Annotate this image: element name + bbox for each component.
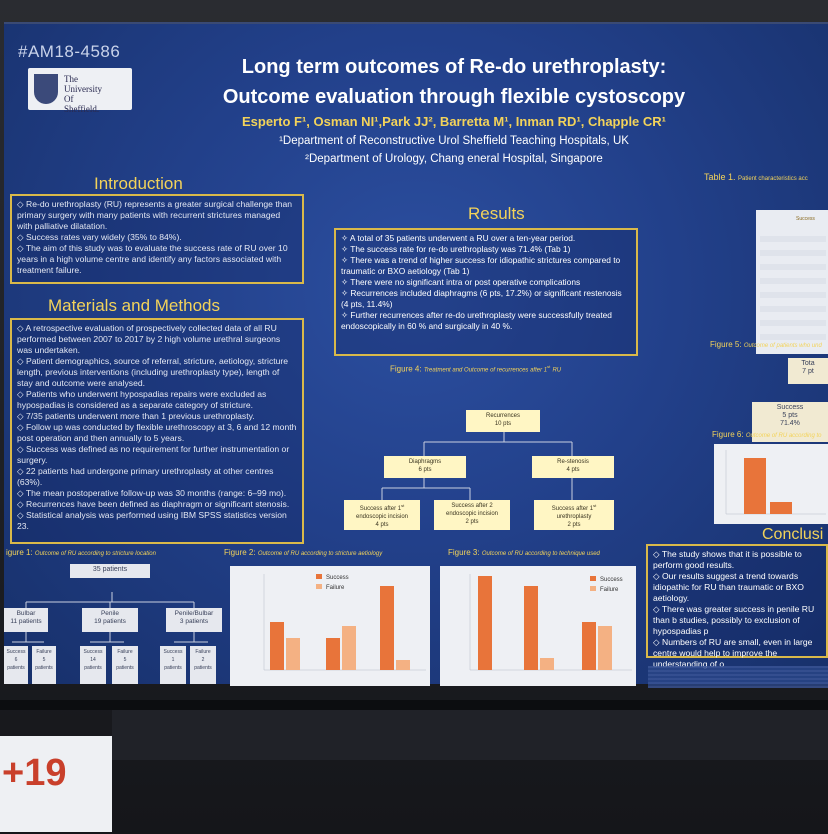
figure5-success-node: Success 5 pts 71.4%	[752, 402, 828, 442]
crest-icon	[34, 74, 58, 104]
references-block	[648, 666, 828, 688]
list-item: ◇ Recurrences have been defined as diaph…	[17, 499, 290, 509]
fig6-bar-failure	[770, 502, 792, 514]
leaf-success-2nd-endoscopic: Success after 2 endoscopic incision 2 pts	[434, 500, 510, 530]
figure4-connectors	[381, 430, 573, 500]
diaphragms-node: Diaphragms 6 pts	[384, 456, 466, 478]
list-item: ◇ 7/35 patients underwent more than 1 pr…	[17, 411, 255, 421]
university-logo: The University Of Sheffield.	[28, 68, 132, 114]
list-item: ◇ Patients who underwent hypospadias rep…	[17, 389, 267, 410]
bulbar-success-node: Success 6 patients	[4, 646, 28, 684]
intro-heading: Introduction	[94, 174, 183, 193]
figure2-label: Figure 2: Outcome of RU according to str…	[224, 548, 383, 557]
fig3-bar-failure-3	[598, 626, 612, 670]
fig3-legend-success-swatch	[590, 576, 596, 581]
conclusion-heading: Conclusi	[762, 526, 824, 543]
poster-board-rail	[0, 700, 828, 710]
list-item: ◇ Statistical analysis was performed usi…	[17, 510, 287, 531]
fig3-legend-failure-swatch	[590, 586, 596, 591]
figure1-connectors	[12, 592, 208, 643]
departments: ¹Department of Reconstructive Urol Sheff…	[279, 135, 629, 165]
pb-failure-node: Failure 2 patients	[190, 646, 216, 684]
list-item: ◇ 22 patients had undergone primary uret…	[17, 466, 274, 487]
restenosis-node: Re-stenosis 4 pts	[532, 456, 614, 478]
intro-box: ◇ Re-do urethroplasty (RU) represents a …	[10, 194, 304, 284]
list-item: ✧ A total of 35 patients underwent a RU …	[341, 233, 576, 243]
list-item: ◇ The mean postoperative follow-up was 3…	[17, 488, 287, 498]
fig3-bar-success-2	[524, 586, 538, 670]
fig2-legend-success-swatch	[316, 574, 322, 579]
penile-failure-node: Failure 5 patients	[112, 646, 138, 684]
board-number-card: +19	[0, 736, 112, 832]
figure6-chart	[714, 444, 828, 524]
board-number: +19	[2, 752, 67, 794]
fig2-bar-failure-3	[396, 660, 410, 670]
list-item: ✧ Further recurrences after re-do urethr…	[341, 310, 612, 331]
leaf-success-1st-endoscopic: Success after 1st endoscopic incision 4 pt…	[344, 500, 420, 530]
poster: #AM18-4586 The University Of Sheffield. …	[4, 22, 828, 688]
fig3-bar-success-3	[582, 622, 596, 670]
fig2-bar-success-2	[326, 638, 340, 670]
total-patients-node: 35 patients	[70, 564, 150, 578]
poster-tag: #AM18-4586	[18, 42, 121, 61]
table1: Success	[756, 210, 828, 354]
recurrences-node: Recurrences 10 pts	[466, 410, 540, 432]
figure6-label: Figure 6: Outcome of RU according to	[712, 430, 822, 439]
conclusion-box: ◇ The study shows that it is possible to…	[646, 544, 828, 669]
list-item: ✧ There was a trend of higher success fo…	[341, 255, 621, 276]
list-item: ◇ Follow up was conducted by flexible ur…	[17, 422, 297, 443]
list-item: ◇ Success rates vary widely (35% to 84%)…	[17, 232, 182, 242]
fig2-legend-failure: Failure	[326, 585, 345, 591]
list-item: ✧ There were no significant intra or pos…	[341, 277, 581, 287]
fig2-legend-success: Success	[326, 575, 349, 581]
board-shadow	[112, 710, 828, 760]
list-item: ◇ The study shows that it is possible to…	[653, 549, 802, 570]
list-item: ◇ Numbers of RU are small, even in large…	[653, 637, 813, 669]
bulbar-node: Bulbar 11 patients	[4, 608, 48, 632]
figure4-label: Figure 4: Treatment and Outcome of recur…	[390, 364, 562, 374]
logo-text: The University Of Sheffield.	[64, 74, 102, 114]
table1-title: Table 1. Patient characteristics acc	[704, 172, 808, 182]
list-item: ◇ Success was defined as no requirement …	[17, 444, 290, 465]
bulbar-failure-node: Failure 5 patients	[32, 646, 56, 684]
methods-box: ◇ A retrospective evaluation of prospect…	[10, 318, 304, 544]
fig2-bar-success-3	[380, 586, 394, 670]
fig3-bar-failure-2	[540, 658, 554, 670]
list-item: ◇ Re-do urethroplasty (RU) represents a …	[17, 199, 293, 231]
figure2-chart: Success Failure	[230, 566, 430, 686]
fig3-legend-failure: Failure	[600, 587, 619, 593]
pb-success-node: Success 1 patients	[160, 646, 186, 684]
fig2-bar-failure-2	[342, 626, 356, 670]
penile-success-node: Success 14 patients	[80, 646, 106, 684]
list-item: ◇ Patient demographics, source of referr…	[17, 356, 289, 388]
figure3-label: Figure 3: Outcome of RU according to tec…	[448, 548, 600, 557]
list-item: ◇ There was greater success in penile RU…	[653, 604, 815, 636]
authors: Esperto F¹, Osman NI¹,Park JJ², Barretta…	[241, 114, 667, 129]
fig2-bar-failure-1	[286, 638, 300, 670]
list-item: ◇ Our results suggest a trend towards id…	[653, 571, 804, 603]
fig3-legend-success: Success	[600, 577, 623, 583]
list-item: ✧ Recurrences included diaphragms (6 pts…	[341, 288, 622, 309]
poster-title: Long term outcomes of Re-do urethroplast…	[222, 56, 686, 108]
list-item: ◇ The aim of this study was to evaluate …	[17, 243, 288, 275]
results-heading: Results	[468, 204, 525, 223]
fig2-bar-success-1	[270, 622, 284, 670]
penile-bulbar-node: Penile/Bulbar 3 patients	[166, 608, 222, 632]
leaf-success-urethroplasty: Success after 1st urethroplasty 2 pts	[534, 500, 614, 530]
figure3-chart: Success Failure	[440, 566, 636, 686]
list-item: ◇ A retrospective evaluation of prospect…	[17, 323, 281, 355]
fig6-bar-success	[744, 458, 766, 514]
list-item: ✧ The success rate for re-do urethroplas…	[341, 244, 571, 254]
methods-heading: Materials and Methods	[48, 296, 220, 315]
figure5-total-node: Tota 7 pt	[788, 358, 828, 384]
penile-node: Penile 19 patients	[82, 608, 138, 632]
fig3-bar-success-1	[478, 576, 492, 670]
figure1-label: igure 1: Outcome of RU according to stri…	[6, 548, 156, 557]
table1-col-header: Success	[796, 216, 815, 222]
results-box: ✧ A total of 35 patients underwent a RU …	[334, 228, 638, 356]
fig2-legend-failure-swatch	[316, 584, 322, 589]
figure5-label: Figure 5: Outcome of patients who und	[710, 340, 822, 349]
